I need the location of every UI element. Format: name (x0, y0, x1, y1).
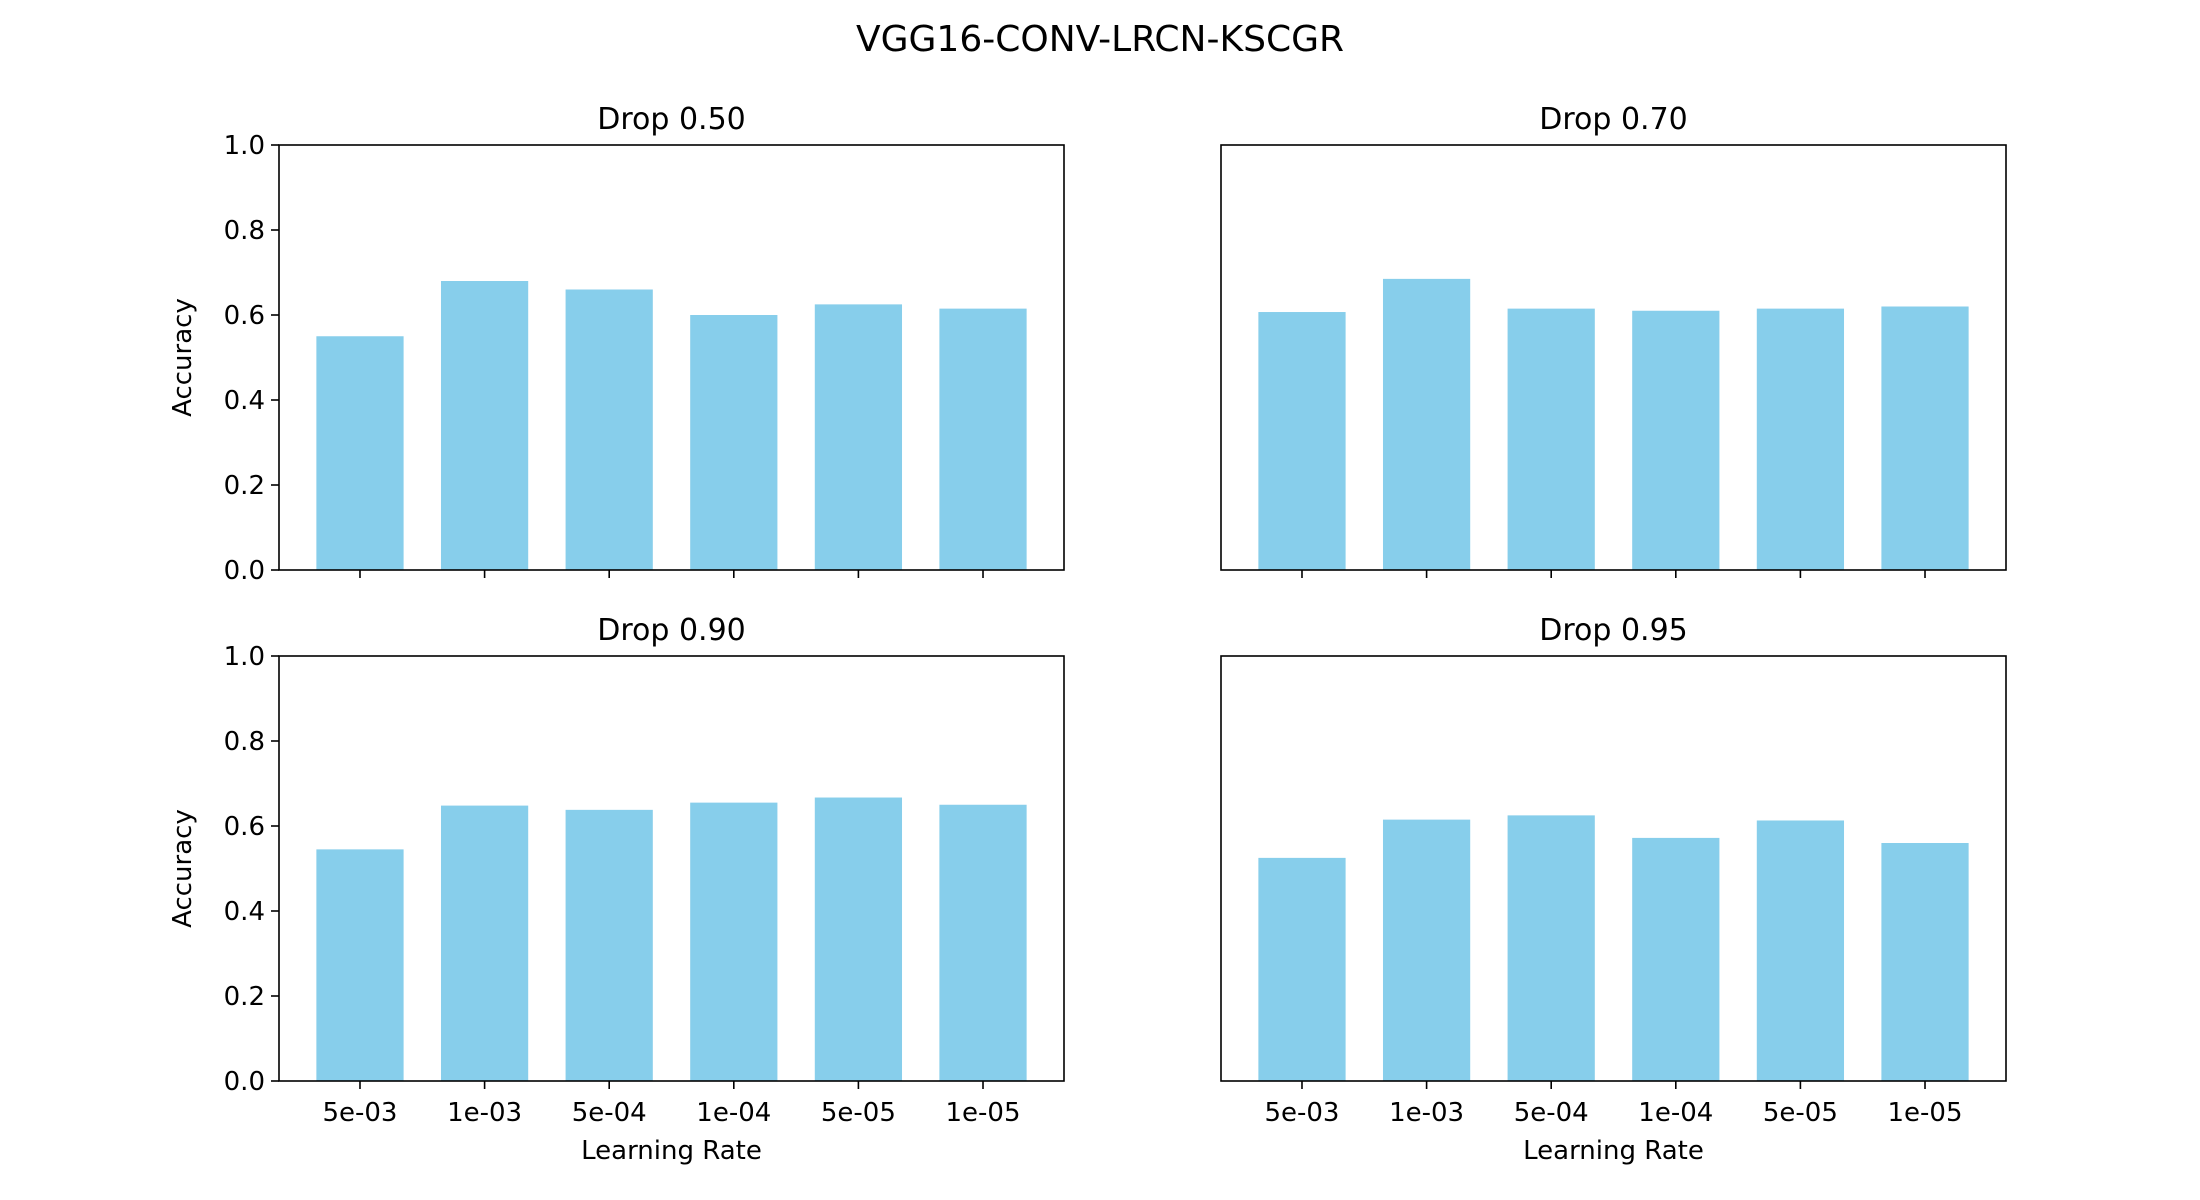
x-tick-label: 1e-05 (946, 1098, 1021, 1128)
y-tick-label: 0.6 (224, 301, 265, 331)
subplot-3: Drop 0.90 0.0 0.2 0.4 0.6 0.8 1.0 Accuracy 5e-03… (168, 613, 1065, 1166)
bar-5e-03 (316, 849, 404, 1081)
x-tick-label: 5e-03 (322, 1098, 397, 1128)
y-tick-label: 1.0 (224, 642, 265, 672)
axes-frame (1220, 655, 2007, 1082)
y-tick-label: 0.6 (224, 812, 265, 842)
bar-1e-03 (440, 805, 529, 1081)
y-axis-label: Accuracy (168, 809, 198, 928)
y-tick-label: 0.0 (224, 1067, 265, 1097)
x-tick-label: 5e-04 (572, 1098, 647, 1128)
bar-5e-05 (814, 304, 903, 570)
bar-1e-05 (939, 804, 1027, 1081)
x-tick-label: 5e-04 (1514, 1098, 1589, 1128)
bar-1e-04 (1632, 310, 1720, 570)
y-tick-label: 0.2 (224, 982, 265, 1012)
subplot-title: Drop 0.95 (1539, 613, 1688, 648)
bar-1e-03 (440, 281, 529, 570)
subplot-title: Drop 0.70 (1539, 102, 1688, 137)
subplot-4: Drop 0.95 5e-03 1e-03 5e-04 1e-04 5e-05 1e-05 L… (1220, 613, 2007, 1166)
bar-1e-04 (690, 315, 778, 570)
y-tick-label: 0.0 (224, 556, 265, 586)
bar-1e-04 (1632, 837, 1720, 1081)
x-tick-label: 5e-05 (821, 1098, 896, 1128)
subplot-2: Drop 0.70 (1220, 102, 2007, 578)
y-axis-label: Accuracy (168, 298, 198, 417)
axes-frame (278, 655, 1065, 1082)
figure-title: VGG16-CONV-LRCN-KSCGR (856, 19, 1344, 60)
bar-5e-05 (814, 797, 903, 1081)
bar-5e-04 (1507, 308, 1595, 570)
x-tick-label: 1e-04 (1638, 1098, 1713, 1128)
bar-5e-05 (1756, 820, 1845, 1081)
bar-5e-04 (1507, 815, 1595, 1081)
x-tick-label: 1e-03 (1389, 1098, 1464, 1128)
bar-1e-05 (1881, 306, 1969, 570)
subplot-title: Drop 0.50 (597, 102, 746, 137)
x-axis-label: Learning Rate (581, 1136, 762, 1166)
axes-frame (1220, 144, 2007, 571)
x-tick-label: 1e-03 (447, 1098, 522, 1128)
y-tick-label: 0.8 (224, 727, 265, 757)
bar-5e-04 (565, 809, 653, 1081)
y-tick-label: 1.0 (224, 131, 265, 161)
x-axis-label: Learning Rate (1523, 1136, 1704, 1166)
subplot-title: Drop 0.90 (597, 613, 746, 648)
bar-5e-05 (1756, 308, 1845, 570)
y-tick-label: 0.4 (224, 897, 265, 927)
bar-5e-03 (1258, 312, 1346, 570)
bar-5e-03 (1258, 857, 1346, 1081)
subplot-1: Drop 0.50 0.0 0.2 0.4 0.6 0.8 1.0 Accuracy (168, 102, 1065, 586)
bar-1e-03 (1382, 819, 1471, 1081)
subplot-grid: Drop 0.500.00.20.40.60.81.0AccuracyDrop … (168, 102, 2007, 1166)
bar-5e-04 (565, 289, 653, 570)
x-tick-label: 1e-04 (696, 1098, 771, 1128)
x-tick-label: 5e-03 (1264, 1098, 1339, 1128)
x-tick-label: 5e-05 (1763, 1098, 1838, 1128)
bar-1e-03 (1382, 278, 1471, 570)
x-tick-label: 1e-05 (1888, 1098, 1963, 1128)
y-tick-label: 0.8 (224, 216, 265, 246)
bar-1e-04 (690, 802, 778, 1081)
bar-1e-05 (1881, 843, 1969, 1081)
axes-frame (278, 144, 1065, 571)
y-tick-label: 0.4 (224, 386, 265, 416)
bar-5e-03 (316, 336, 404, 570)
y-tick-label: 0.2 (224, 471, 265, 501)
bar-1e-05 (939, 308, 1027, 570)
